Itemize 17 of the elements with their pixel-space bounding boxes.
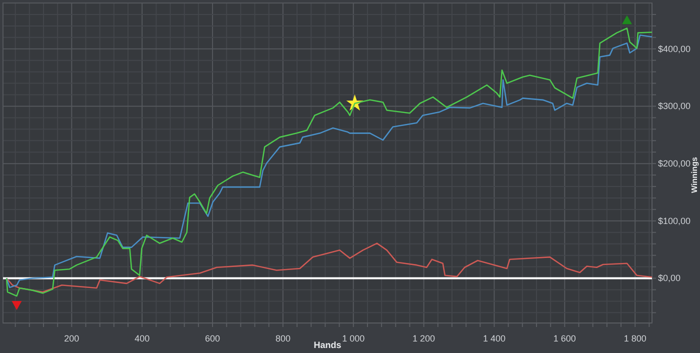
y-tick-label: $300,00 — [658, 101, 691, 112]
y-tick-label: $400,00 — [658, 44, 691, 54]
x-tick-label: 1 200 — [412, 334, 436, 344]
x-tick-label: 1 800 — [624, 334, 646, 344]
line-series — [6, 242, 653, 293]
y-tick-label: $100,00 — [658, 216, 691, 226]
y-axis-title: Winnings — [690, 156, 699, 193]
x-tick-label: 600 — [205, 334, 220, 344]
x-tick-label: 1 400 — [482, 334, 506, 344]
x-axis-title: Hands — [314, 340, 342, 350]
x-tick-label: 1 000 — [342, 334, 365, 344]
x-tick-label: 1 600 — [553, 334, 576, 344]
x-tick-label: 800 — [275, 334, 290, 344]
x-tick-label: 400 — [134, 334, 150, 344]
x-tick-label: 200 — [64, 334, 80, 344]
y-tick-label: $0,00 — [658, 273, 681, 284]
y-tick-label: $200,00 — [658, 158, 691, 168]
